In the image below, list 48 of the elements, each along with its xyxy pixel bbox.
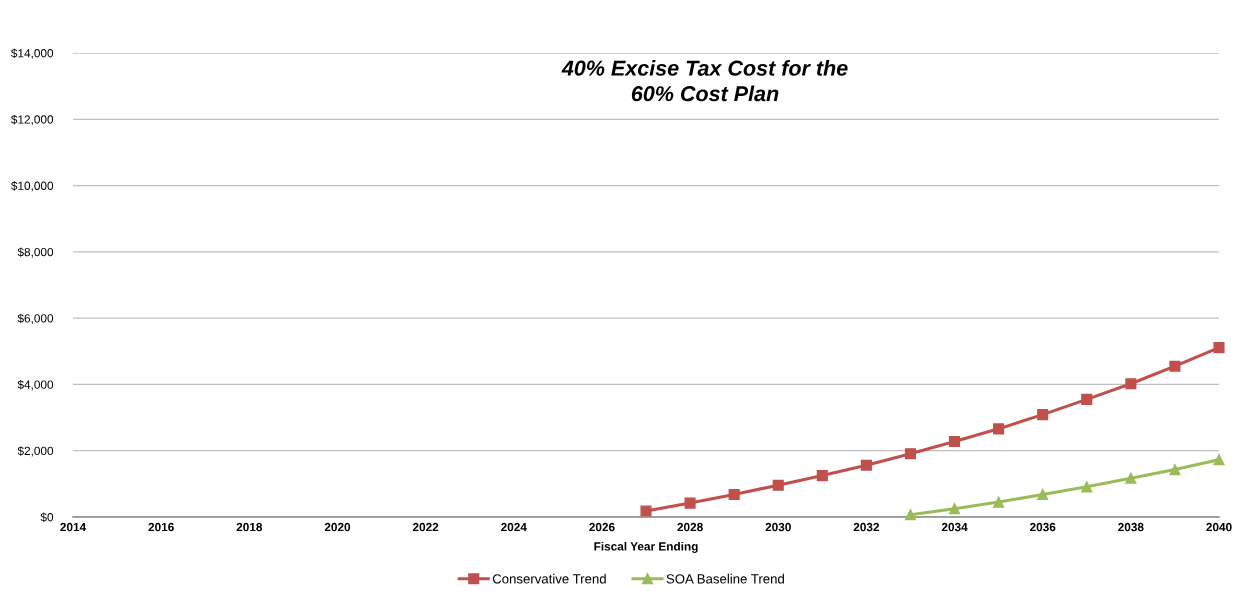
- point: [728, 488, 740, 501]
- x-tick-label: 2020: [324, 522, 351, 532]
- x-tick-label: 2030: [765, 522, 791, 532]
- point: [1213, 342, 1225, 354]
- y-tick-label: $12,000: [11, 114, 54, 126]
- point: [860, 459, 872, 471]
- x-tick-label: 2032: [853, 522, 880, 532]
- point: [1037, 488, 1049, 501]
- point: [948, 435, 961, 447]
- x-tick-label: 2034: [941, 522, 968, 532]
- point: [904, 448, 917, 460]
- y-tick-label: $14,000: [11, 48, 54, 59]
- point: [993, 496, 1005, 508]
- point: [948, 503, 961, 515]
- x-tick-label: 2024: [501, 522, 527, 532]
- y-tick-label: $6,000: [17, 313, 54, 324]
- x-tick-label: 2036: [1029, 522, 1056, 532]
- x-axis-title: Fiscal Year Ending: [594, 541, 698, 553]
- y-tick-label: $2,000: [17, 446, 54, 457]
- x-tick-label: 2038: [1118, 522, 1144, 532]
- y-tick-label: $10,000: [11, 181, 54, 192]
- point: [993, 423, 1005, 435]
- point: [640, 505, 652, 517]
- y-tick-label: $0: [40, 512, 54, 523]
- point: [1213, 454, 1225, 466]
- point: [684, 497, 696, 509]
- legend-label: SOA Baseline Trend: [666, 573, 784, 584]
- x-tick-label: 2022: [412, 522, 439, 532]
- point: [1125, 472, 1137, 484]
- text: 40% Excise Tax Cost for the 60% Cost Plan: [561, 59, 848, 102]
- point: [816, 470, 828, 482]
- x-tick-label: 2014: [60, 522, 87, 532]
- x-tick-label: 2040: [1206, 522, 1232, 532]
- y-tick-label: $8,000: [17, 247, 54, 258]
- x-tick-label: 2028: [677, 522, 703, 532]
- x-tick-label: 2016: [148, 522, 174, 532]
- x-tick-label: 2026: [589, 522, 615, 532]
- legend-label: Conservative Trend: [492, 573, 606, 584]
- point: [772, 479, 784, 491]
- point: [1125, 378, 1137, 390]
- point: [1037, 409, 1049, 421]
- x-tick-label: 2018: [236, 522, 263, 532]
- point: [1169, 360, 1181, 372]
- point: [904, 509, 917, 521]
- point: [1081, 481, 1093, 493]
- point: [1081, 393, 1093, 405]
- y-tick-label: $4,000: [17, 379, 54, 391]
- point: [1169, 464, 1181, 476]
